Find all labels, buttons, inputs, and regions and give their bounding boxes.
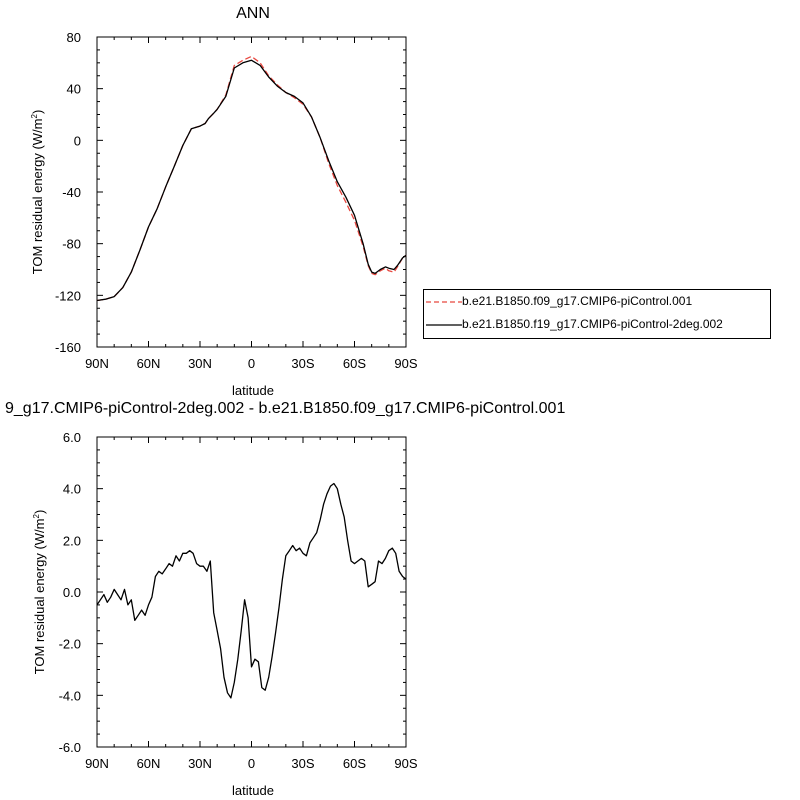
- top-chart-legend: b.e21.B1850.f09_g17.CMIP6-piControl.001 …: [423, 289, 771, 339]
- x-tick-label: 90S: [394, 756, 417, 771]
- x-tick-label: 60S: [343, 756, 366, 771]
- bottom-y-axis-label: TOM residual energy (W/m2): [32, 510, 47, 675]
- y-tick-label: -120: [55, 288, 81, 303]
- x-tick-label: 60N: [137, 356, 161, 371]
- y-tick-label: 4.0: [63, 482, 81, 497]
- x-tick-label: 90N: [85, 756, 109, 771]
- legend-swatch-solid-black: [426, 324, 462, 326]
- x-tick-label: 90N: [85, 356, 109, 371]
- y-tick-label: 6.0: [63, 430, 81, 445]
- x-tick-label: 60N: [137, 756, 161, 771]
- top-x-axis-label: latitude: [232, 383, 274, 398]
- y-tick-label: -4.0: [59, 688, 81, 703]
- legend-swatch-dashed-red: [426, 301, 462, 303]
- legend-label-f19: b.e21.B1850.f19_g17.CMIP6-piControl-2deg…: [462, 317, 723, 331]
- y-tick-label: 80: [67, 30, 81, 45]
- legend-item-f09: b.e21.B1850.f09_g17.CMIP6-piControl.001: [424, 292, 770, 312]
- top-y-axis-label: TOM residual energy (W/m2): [30, 110, 45, 275]
- y-tick-label: 40: [67, 82, 81, 97]
- y-tick-label: -80: [62, 237, 81, 252]
- bottom-axis-ticks: 90N 60N 30N 0 30S 60S 90S 6.0 4.0 2.0 0.0 -2.0 -4.0 -…: [59, 430, 418, 771]
- series-line-0-1: [96, 59, 407, 302]
- y-tick-label: 2.0: [63, 533, 81, 548]
- x-tick-label: 30S: [291, 356, 314, 371]
- top-axis-ticks: 90N 60N 30N 0 30S 60S 90S 80 40 0 -40 -80 -120 -160: [55, 30, 418, 371]
- x-tick-label: 30N: [188, 356, 212, 371]
- x-tick-label: 0: [248, 756, 255, 771]
- y-tick-label: 0: [74, 133, 81, 148]
- series-line-0-0: [96, 55, 407, 302]
- legend-item-f19: b.e21.B1850.f19_g17.CMIP6-piControl-2deg…: [424, 315, 770, 335]
- x-tick-label: 90S: [394, 356, 417, 371]
- bottom-chart-title: 9_g17.CMIP6-piControl-2deg.002 - b.e21.B…: [5, 400, 565, 417]
- top-series-lines: [96, 55, 407, 302]
- bottom-series-lines: [96, 482, 407, 699]
- series-line-1-0: [96, 482, 407, 699]
- x-tick-label: 30S: [291, 756, 314, 771]
- y-tick-label: -6.0: [59, 740, 81, 755]
- y-tick-label: 0.0: [63, 585, 81, 600]
- y-tick-label: -40: [62, 185, 81, 200]
- legend-label-f09: b.e21.B1850.f09_g17.CMIP6-piControl.001: [462, 294, 693, 308]
- top-chart-title: ANN: [236, 5, 270, 22]
- y-tick-label: -160: [55, 340, 81, 355]
- bottom-x-axis-label: latitude: [232, 783, 274, 798]
- top-panel: ANN 90N 60N 30N 0 30S 60S 90S 80 40 0 -40 -80 -120 -1…: [30, 5, 418, 398]
- y-tick-label: -2.0: [59, 637, 81, 652]
- top-plot-frame: [96, 36, 407, 348]
- bottom-plot-frame: [96, 436, 407, 748]
- x-tick-label: 0: [248, 356, 255, 371]
- x-tick-label: 60S: [343, 356, 366, 371]
- bottom-panel: 9_g17.CMIP6-piControl-2deg.002 - b.e21.B…: [5, 400, 565, 798]
- x-tick-label: 30N: [188, 756, 212, 771]
